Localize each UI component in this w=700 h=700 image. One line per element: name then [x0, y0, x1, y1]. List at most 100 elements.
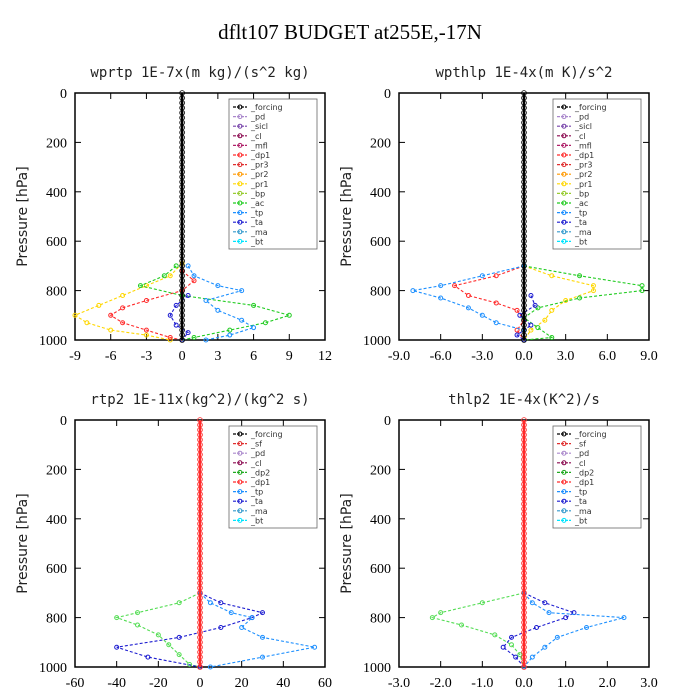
series-line-dp1 — [114, 592, 201, 668]
chart-0: wprtp 1E-7x(m kg)/(s^2 kg) Pressure [hPa]… — [15, 65, 332, 364]
y-tick-label: 800 — [370, 285, 391, 300]
data-point — [173, 263, 179, 269]
y-tick-label: 1000 — [39, 661, 67, 676]
legend: _forcing_pd_sicl_cl_mfl_dp1_pr3_pr2_pr1_… — [552, 98, 642, 250]
data-point — [72, 312, 78, 318]
y-tick-label: 0 — [384, 414, 391, 429]
plot-title: wpthlp 1E-4x(m K)/s^2 — [435, 65, 612, 81]
legend-label: _bp — [574, 189, 589, 198]
data-point — [452, 283, 458, 289]
data-point — [529, 654, 535, 660]
x-tick-label: 3.0 — [557, 349, 575, 364]
data-point — [500, 644, 506, 650]
x-tick-label: 60 — [318, 676, 332, 691]
data-point — [135, 622, 140, 628]
data-point — [239, 624, 245, 630]
data-point — [108, 312, 114, 318]
series-line-ta — [169, 295, 189, 341]
legend-marker — [561, 469, 567, 475]
legend-label: _bp — [250, 189, 265, 198]
legend-marker — [237, 498, 243, 504]
y-axis-label: Pressure [hPa] — [15, 493, 31, 593]
x-tick-label: 9 — [286, 349, 293, 364]
data-point — [167, 335, 173, 341]
legend-label: _forcing — [574, 430, 607, 439]
y-tick-label: 800 — [370, 612, 391, 627]
legend-label: _bt — [250, 516, 263, 525]
data-point — [528, 293, 534, 299]
legend-marker — [561, 450, 567, 456]
legend-marker — [237, 162, 243, 168]
legend-label: _cl — [250, 132, 262, 141]
x-tick-label: -3.0 — [388, 676, 410, 691]
legend-marker — [237, 190, 243, 196]
x-tick-label: 0.0 — [515, 676, 533, 691]
legend-label: _ta — [574, 218, 587, 227]
legend-box — [228, 425, 318, 529]
legend-marker — [561, 200, 567, 206]
legend-label: _cl — [574, 459, 586, 468]
data-point — [239, 317, 245, 323]
legend-label: _sf — [574, 440, 586, 449]
legend-marker — [561, 238, 567, 244]
legend-marker — [237, 450, 243, 456]
legend-label: _forcing — [250, 430, 283, 439]
y-tick-label: 200 — [370, 136, 391, 151]
legend-marker — [237, 460, 243, 466]
x-tick-label: 3 — [214, 349, 221, 364]
data-point — [535, 325, 541, 331]
data-point — [145, 654, 151, 660]
legend-marker — [237, 123, 243, 129]
data-point — [639, 288, 645, 294]
data-point — [120, 305, 126, 311]
x-tick-label: -6.0 — [430, 349, 452, 364]
data-point — [534, 624, 539, 630]
data-point — [549, 307, 555, 313]
legend-marker — [561, 517, 567, 523]
data-point — [563, 297, 569, 303]
y-tick-label: 800 — [46, 612, 67, 627]
data-point — [639, 283, 645, 289]
legend-marker — [561, 114, 567, 120]
legend-label: _forcing — [250, 103, 283, 112]
data-point — [185, 293, 191, 299]
legend-box — [228, 98, 318, 250]
data-point — [176, 600, 182, 606]
data-point — [176, 634, 182, 640]
x-tick-label: -1.0 — [471, 676, 493, 691]
data-point — [577, 295, 583, 301]
zero-line-marker — [179, 337, 185, 343]
data-point — [207, 600, 213, 606]
legend-marker — [237, 181, 243, 187]
legend-label: _pr2 — [574, 170, 592, 179]
data-point — [120, 293, 126, 299]
data-point — [509, 642, 514, 648]
y-tick-label: 800 — [46, 285, 67, 300]
x-tick-label: -9.0 — [388, 349, 410, 364]
legend-label: _pr2 — [250, 170, 268, 179]
x-tick-label: 1.0 — [557, 676, 575, 691]
legend-label: _tp — [574, 209, 587, 218]
data-point — [479, 273, 485, 279]
x-tick-label: -3.0 — [471, 349, 493, 364]
data-point — [173, 302, 179, 308]
data-point — [191, 273, 197, 279]
legend-marker — [561, 210, 567, 216]
y-tick-label: 400 — [370, 513, 391, 528]
y-tick-label: 400 — [46, 513, 67, 528]
legend-label: _ma — [574, 507, 592, 516]
data-point — [143, 332, 149, 338]
legend-label: _pr3 — [574, 161, 592, 170]
x-tick-label: 0 — [179, 349, 186, 364]
zero-line-marker — [521, 664, 527, 670]
data-point — [465, 293, 471, 299]
data-point — [185, 263, 191, 269]
data-point — [459, 622, 464, 628]
legend-marker — [237, 238, 243, 244]
data-point — [167, 312, 173, 318]
legend-label: _dp2 — [574, 468, 594, 477]
legend-label: _tp — [250, 209, 263, 218]
data-point — [532, 302, 538, 308]
data-point — [546, 610, 552, 616]
data-point — [563, 615, 569, 621]
